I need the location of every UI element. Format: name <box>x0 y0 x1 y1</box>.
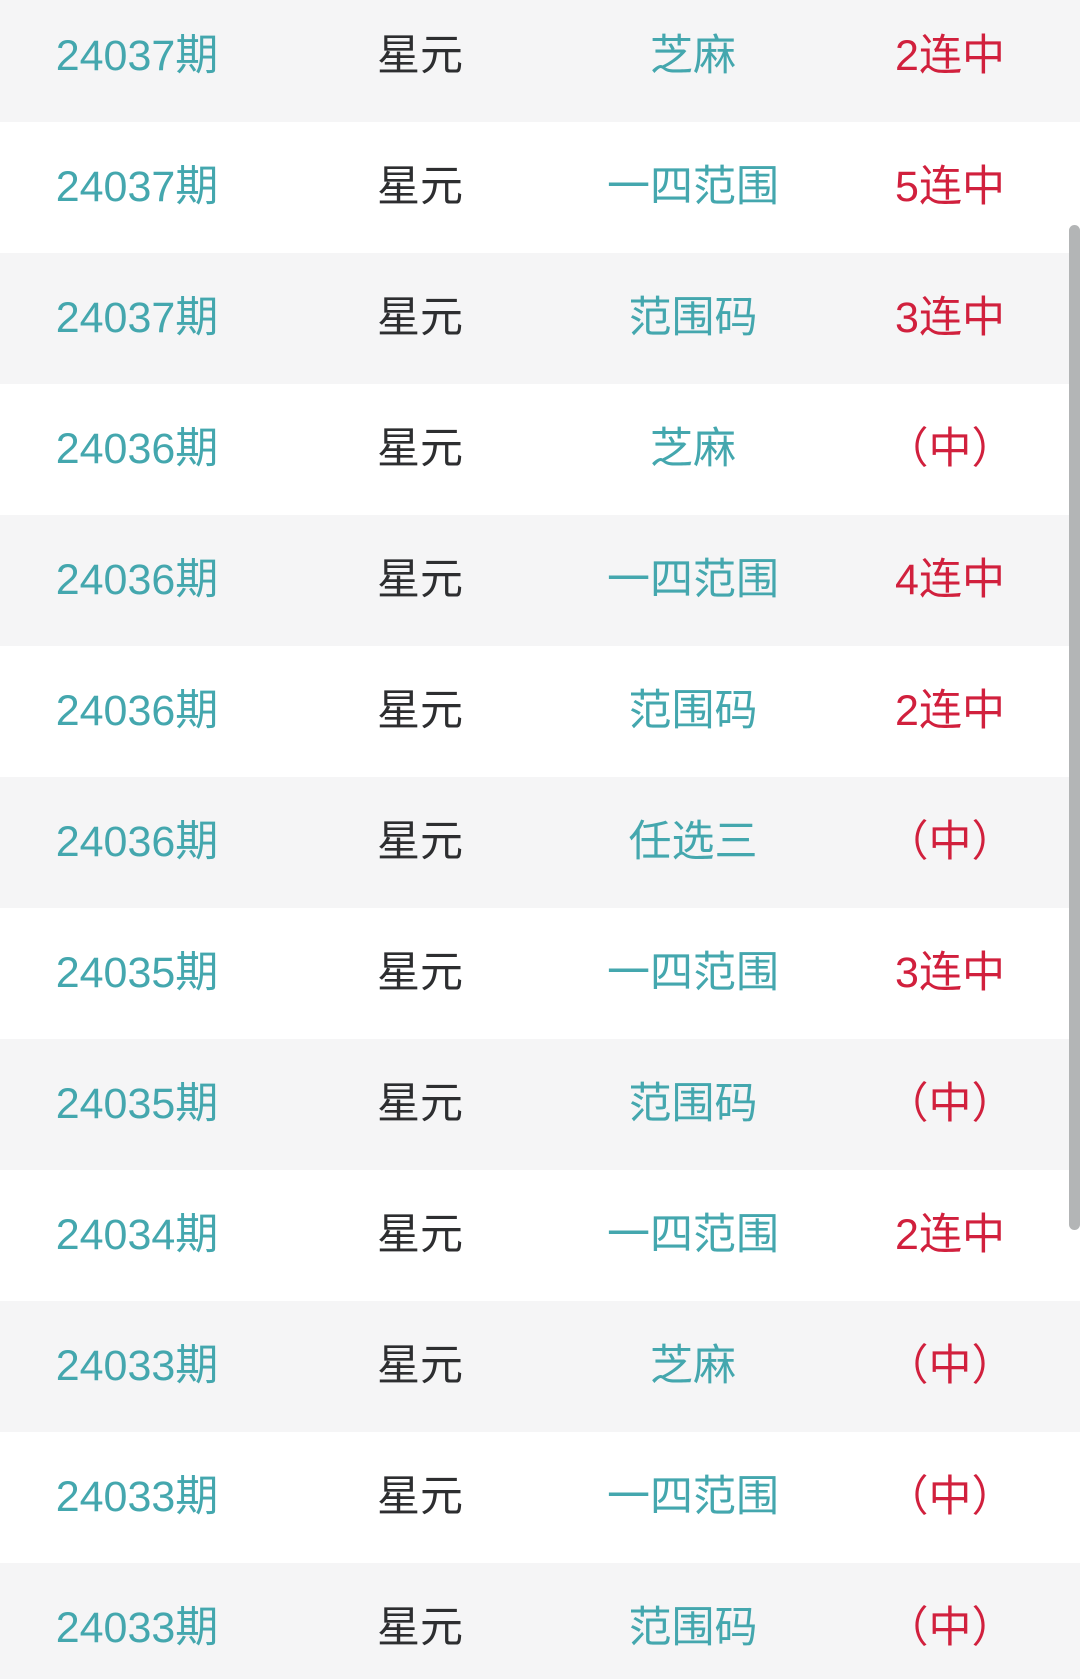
period-cell: 24033期 <box>55 1473 219 1521</box>
play-cell: 芝麻 <box>650 32 736 80</box>
result-cell: 2连中 <box>895 1211 1005 1259</box>
result-cell: 3连中 <box>895 949 1005 997</box>
name-cell: 星元 <box>377 1473 463 1521</box>
table-row: 24034期 星元 一四范围 2连中 <box>0 1170 1080 1301</box>
name-cell: 星元 <box>377 687 463 735</box>
table-row: 24033期 星元 范围码 （中） <box>0 1563 1080 1679</box>
play-cell: 一四范围 <box>607 949 779 997</box>
play-cell: 芝麻 <box>650 1342 736 1390</box>
result-cell: （中） <box>885 1080 1015 1128</box>
play-cell: 一四范围 <box>607 1473 779 1521</box>
table-row: 24033期 星元 芝麻 （中） <box>0 1301 1080 1432</box>
play-cell: 一四范围 <box>607 163 779 211</box>
play-cell: 范围码 <box>628 1604 758 1652</box>
name-cell: 星元 <box>377 556 463 604</box>
table-row: 24036期 星元 范围码 2连中 <box>0 646 1080 777</box>
table-row: 24036期 星元 任选三 （中） <box>0 777 1080 908</box>
period-cell: 24036期 <box>55 687 219 735</box>
result-cell: （中） <box>885 1342 1015 1390</box>
table-row: 24037期 星元 芝麻 2连中 <box>0 0 1080 122</box>
play-cell: 范围码 <box>628 1080 758 1128</box>
play-cell: 范围码 <box>628 687 758 735</box>
table-row: 24037期 星元 一四范围 5连中 <box>0 122 1080 253</box>
result-cell: （中） <box>885 1604 1015 1652</box>
period-cell: 24033期 <box>55 1604 219 1652</box>
table-row: 24036期 星元 芝麻 （中） <box>0 384 1080 515</box>
name-cell: 星元 <box>377 1342 463 1390</box>
result-cell: 3连中 <box>895 294 1005 342</box>
name-cell: 星元 <box>377 1604 463 1652</box>
result-cell: 2连中 <box>895 687 1005 735</box>
name-cell: 星元 <box>377 949 463 997</box>
table-row: 24036期 星元 一四范围 4连中 <box>0 515 1080 646</box>
period-cell: 24035期 <box>55 949 219 997</box>
period-cell: 24037期 <box>55 163 219 211</box>
result-cell: 5连中 <box>895 163 1005 211</box>
name-cell: 星元 <box>377 818 463 866</box>
play-cell: 范围码 <box>628 294 758 342</box>
result-cell: （中） <box>885 1473 1015 1521</box>
play-cell: 一四范围 <box>607 1211 779 1259</box>
name-cell: 星元 <box>377 163 463 211</box>
name-cell: 星元 <box>377 32 463 80</box>
result-cell: （中） <box>885 425 1015 473</box>
name-cell: 星元 <box>377 1211 463 1259</box>
period-cell: 24036期 <box>55 818 219 866</box>
period-cell: 24033期 <box>55 1342 219 1390</box>
name-cell: 星元 <box>377 425 463 473</box>
period-cell: 24036期 <box>55 425 219 473</box>
table-row: 24035期 星元 一四范围 3连中 <box>0 908 1080 1039</box>
period-cell: 24036期 <box>55 556 219 604</box>
period-cell: 24035期 <box>55 1080 219 1128</box>
table-row: 24035期 星元 范围码 （中） <box>0 1039 1080 1170</box>
play-cell: 一四范围 <box>607 556 779 604</box>
name-cell: 星元 <box>377 294 463 342</box>
result-cell: 2连中 <box>895 32 1005 80</box>
result-cell: （中） <box>885 818 1015 866</box>
period-cell: 24034期 <box>55 1211 219 1259</box>
play-cell: 芝麻 <box>650 425 736 473</box>
play-cell: 任选三 <box>628 818 758 866</box>
table-row: 24033期 星元 一四范围 （中） <box>0 1432 1080 1563</box>
result-cell: 4连中 <box>895 556 1005 604</box>
scrollbar-thumb[interactable] <box>1069 225 1080 1230</box>
period-cell: 24037期 <box>55 32 219 80</box>
name-cell: 星元 <box>377 1080 463 1128</box>
period-cell: 24037期 <box>55 294 219 342</box>
table-row: 24037期 星元 范围码 3连中 <box>0 253 1080 384</box>
